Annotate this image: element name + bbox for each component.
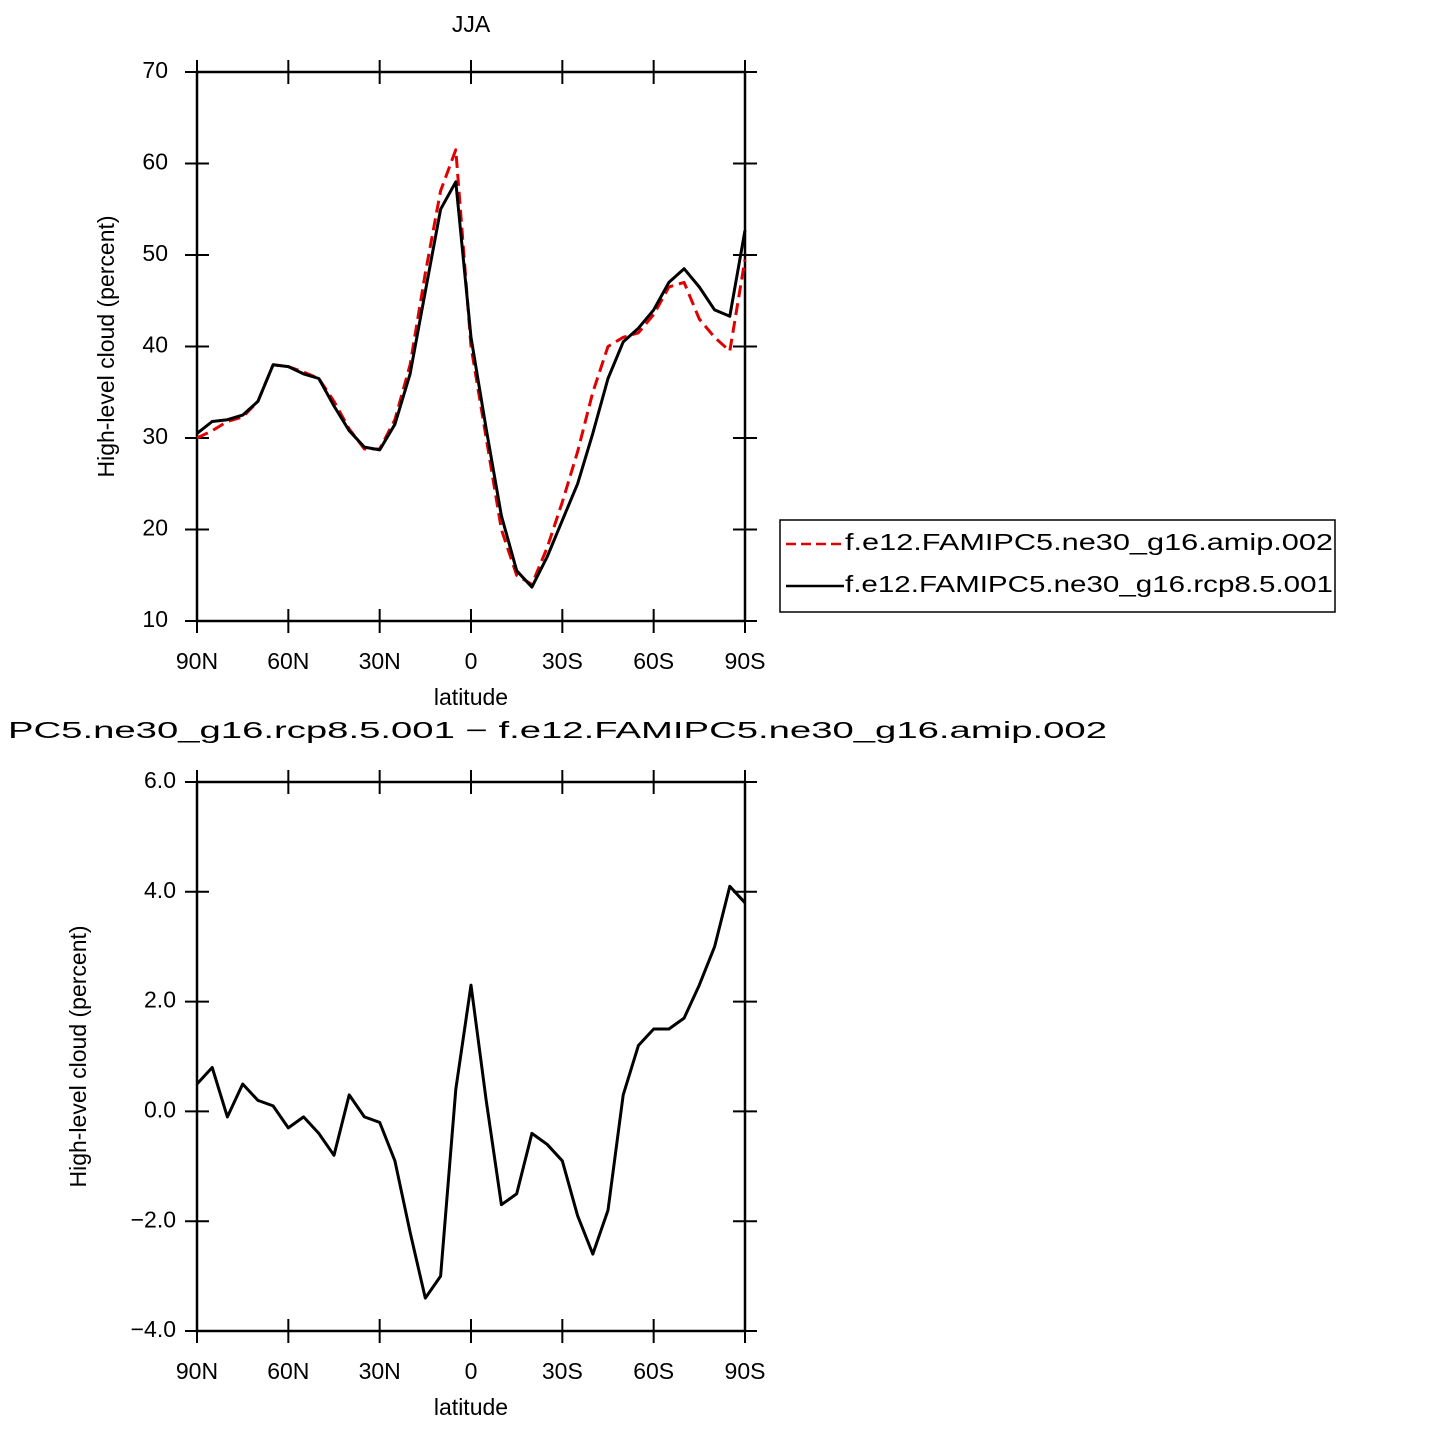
x-tick-label: 60N bbox=[267, 1358, 309, 1384]
plot-frame bbox=[195, 780, 747, 1333]
y-tick-label: 30 bbox=[142, 423, 168, 449]
x-tick-label: 0 bbox=[465, 648, 478, 674]
x-tick-label: 60S bbox=[633, 648, 674, 674]
series-line bbox=[196, 180, 747, 589]
y-tick-label: 6.0 bbox=[144, 767, 176, 793]
y-axis-label: High-level cloud (percent) bbox=[93, 215, 119, 477]
x-tick-label: 30S bbox=[542, 648, 583, 674]
y-tick-label: −2.0 bbox=[131, 1206, 176, 1232]
chart-title: JJA bbox=[452, 11, 491, 37]
y-tick-label: 60 bbox=[142, 149, 168, 175]
y-tick-label: 2.0 bbox=[144, 987, 176, 1013]
series-line bbox=[195, 884, 747, 1300]
y-tick-label: 40 bbox=[142, 332, 168, 358]
series-line bbox=[196, 148, 747, 586]
x-tick-label: 90S bbox=[725, 648, 766, 674]
y-tick-label: −4.0 bbox=[131, 1316, 176, 1342]
x-tick-label: 90N bbox=[176, 648, 218, 674]
x-tick-label: 0 bbox=[465, 1358, 478, 1384]
x-axis-label: latitude bbox=[434, 684, 508, 710]
legend-box bbox=[779, 519, 1336, 613]
y-tick-label: 20 bbox=[142, 515, 168, 541]
y-tick-label: 4.0 bbox=[144, 877, 176, 903]
x-tick-label: 90S bbox=[725, 1358, 766, 1384]
x-tick-label: 30S bbox=[542, 1358, 583, 1384]
y-tick-label: 10 bbox=[142, 606, 168, 632]
legend-label: f.e12.FAMIPC5.ne30_g16.amip.002 bbox=[845, 529, 1333, 555]
legend-label: f.e12.FAMIPC5.ne30_g16.rcp8.5.001 bbox=[845, 571, 1333, 597]
x-tick-label: 60N bbox=[267, 648, 309, 674]
y-tick-label: 70 bbox=[142, 57, 168, 83]
x-tick-label: 30N bbox=[359, 1358, 401, 1384]
chart-title: PC5.ne30_g16.rcp8.5.001 − f.e12.FAMIPC5.… bbox=[8, 717, 1107, 743]
x-tick-label: 60S bbox=[633, 1358, 674, 1384]
x-tick-label: 90N bbox=[176, 1358, 218, 1384]
y-tick-label: 0.0 bbox=[144, 1096, 176, 1122]
x-tick-label: 30N bbox=[359, 648, 401, 674]
y-tick-label: 50 bbox=[142, 240, 168, 266]
x-axis-label: latitude bbox=[434, 1394, 508, 1420]
y-axis-label: High-level cloud (percent) bbox=[65, 925, 91, 1187]
